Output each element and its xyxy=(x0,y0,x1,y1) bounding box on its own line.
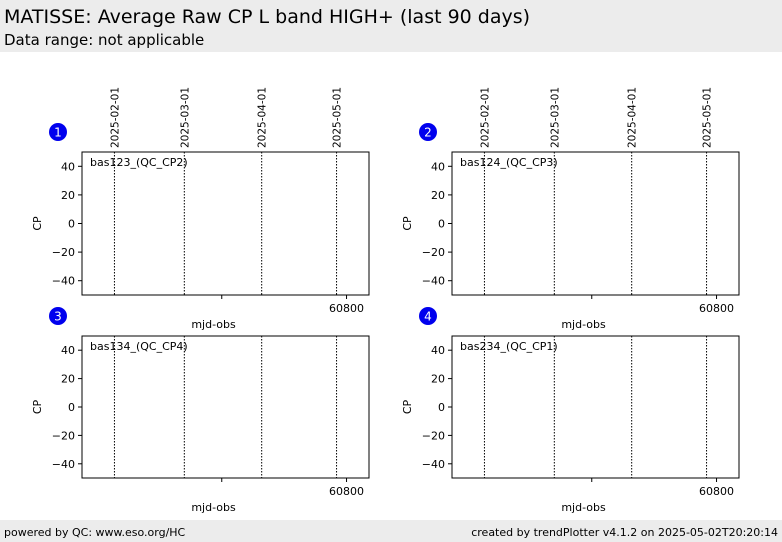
date-marker-label: 2025-03-01 xyxy=(179,87,191,148)
y-tick-label: 20 xyxy=(61,373,75,386)
panel-number-label: 4 xyxy=(424,310,432,324)
panel-number-label: 2 xyxy=(424,126,432,140)
y-tick-label: 0 xyxy=(68,218,75,231)
plot-frame xyxy=(81,151,370,296)
panel-number-label: 3 xyxy=(54,310,62,324)
y-tick-label: −40 xyxy=(422,275,445,288)
x-tick-label: 60800 xyxy=(699,485,734,498)
footer-generated: created by trendPlotter v4.1.2 on 2025-0… xyxy=(471,526,778,539)
x-axis-label: mjd-obs xyxy=(561,501,606,514)
y-tick-label: −40 xyxy=(52,275,75,288)
y-axis-label: CP xyxy=(401,216,414,231)
date-marker-label: 2025-05-01 xyxy=(702,87,714,148)
y-tick-label: 40 xyxy=(431,160,445,173)
y-axis-label: CP xyxy=(31,216,44,231)
y-tick-label: 20 xyxy=(431,373,445,386)
page-footer: powered by QC: www.eso.org/HC created by… xyxy=(0,520,782,542)
page-title: MATISSE: Average Raw CP L band HIGH+ (la… xyxy=(4,6,531,28)
panel-number-badge xyxy=(49,307,67,325)
y-tick-label: 0 xyxy=(438,401,445,414)
panel-number-label: 1 xyxy=(54,126,62,140)
y-axis-label: CP xyxy=(31,399,44,414)
y-tick-label: −40 xyxy=(52,458,75,471)
plot-frame xyxy=(451,151,740,296)
x-axis-label: mjd-obs xyxy=(191,501,236,514)
date-marker-label: 2025-04-01 xyxy=(627,87,639,148)
chart-panel-3: 40 20 0 −20 −40 60800 mjd-obs CP bas134_(QC_CP4)… xyxy=(31,307,370,514)
series-label: bas124_(QC_CP3) xyxy=(460,156,558,169)
series-label: bas123_(QC_CP2) xyxy=(90,156,188,169)
date-marker-label: 2025-03-01 xyxy=(549,87,561,148)
footer-credit: powered by QC: www.eso.org/HC xyxy=(4,526,186,539)
panel-number-badge xyxy=(419,307,437,325)
y-tick-label: 0 xyxy=(438,218,445,231)
series-label: bas134_(QC_CP4) xyxy=(90,340,188,353)
chart-panel-2: 2025-02-01 2025-03-01 2025-04-01 2025-05-01… xyxy=(401,87,740,331)
y-tick-label: −20 xyxy=(52,246,75,259)
x-tick-label: 60800 xyxy=(699,302,734,315)
panel-number-badge xyxy=(419,123,437,141)
y-tick-label: −20 xyxy=(52,429,75,442)
y-tick-label: 40 xyxy=(61,344,75,357)
y-tick-label: 40 xyxy=(431,344,445,357)
y-tick-label: −20 xyxy=(422,246,445,259)
date-marker-label: 2025-02-01 xyxy=(479,87,491,148)
x-tick-label: 60800 xyxy=(329,485,364,498)
y-tick-label: 40 xyxy=(61,160,75,173)
plot-frame xyxy=(451,335,740,479)
x-axis-label: mjd-obs xyxy=(191,318,236,331)
page-header: MATISSE: Average Raw CP L band HIGH+ (la… xyxy=(0,0,782,52)
y-tick-label: 0 xyxy=(68,401,75,414)
y-axis-label: CP xyxy=(401,399,414,414)
panel-number-badge xyxy=(49,123,67,141)
date-marker-label: 2025-04-01 xyxy=(257,87,269,148)
chart-panel-1: 2025-02-01 2025-03-01 2025-04-01 2025-05-01… xyxy=(31,87,370,331)
plot-frame xyxy=(81,335,370,479)
x-axis-label: mjd-obs xyxy=(561,318,606,331)
date-marker-label: 2025-05-01 xyxy=(332,87,344,148)
page-subtitle: Data range: not applicable xyxy=(4,31,205,49)
y-tick-label: 20 xyxy=(61,189,75,202)
chart-panel-4: 40 20 0 −20 −40 60800 mjd-obs CP bas234_(QC_CP1)… xyxy=(401,307,740,514)
date-marker-label: 2025-02-01 xyxy=(109,87,121,148)
y-tick-label: −20 xyxy=(422,429,445,442)
y-tick-label: 20 xyxy=(431,189,445,202)
y-tick-label: −40 xyxy=(422,458,445,471)
x-tick-label: 60800 xyxy=(329,302,364,315)
series-label: bas234_(QC_CP1) xyxy=(460,340,558,353)
